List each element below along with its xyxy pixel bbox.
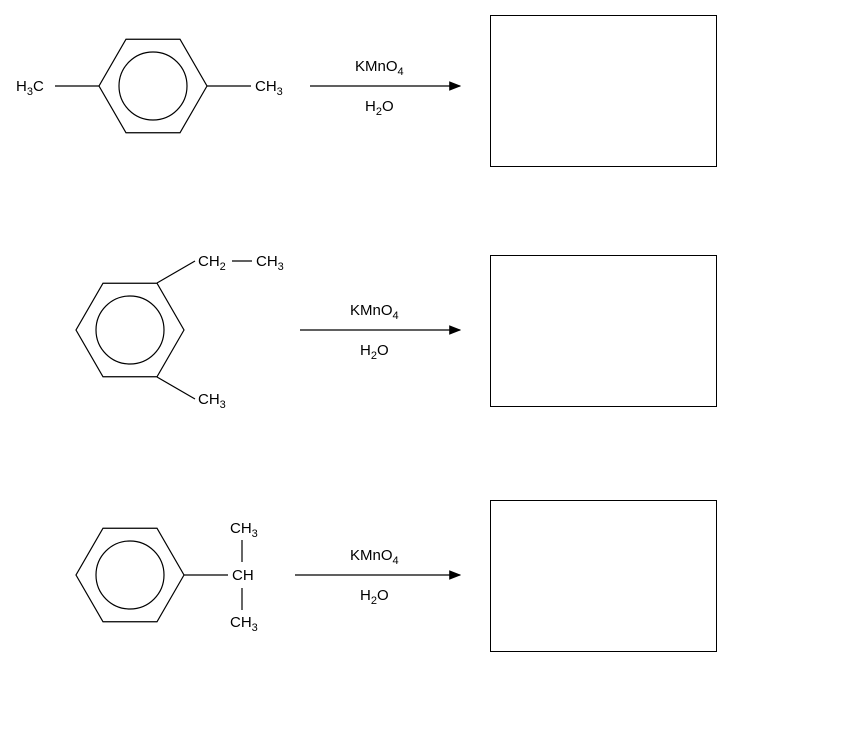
r2-methyl-label: CH3 (198, 391, 226, 411)
r3-reagent-top-label: KMnO4 (350, 547, 399, 567)
r2-answer-box[interactable] (490, 255, 717, 407)
r1-answer-box[interactable] (490, 15, 717, 167)
r1-reagent-top-label: KMnO4 (355, 58, 404, 78)
r3-bot-methyl-label: CH3 (230, 614, 258, 634)
r3-reagent-bottom-label: H2O (360, 587, 389, 607)
r2-reagent-bottom-label: H2O (360, 342, 389, 362)
r2-reagent-top-label: KMnO4 (350, 302, 399, 322)
r3-ch-label: CH (232, 567, 254, 584)
page: { "page_bg": "#ffffff", "stroke": "#0000… (0, 0, 866, 756)
r2-ethyl-ch2-label: CH2 (198, 253, 226, 273)
r2-ethyl-ch3-label: CH3 (256, 253, 284, 273)
chemistry-diagram-svg (0, 0, 866, 756)
r3-answer-box[interactable] (490, 500, 717, 652)
r1-right-substituent-label: CH3 (255, 78, 283, 98)
r3-top-methyl-label: CH3 (230, 520, 258, 540)
r1-reagent-bottom-label: H2O (365, 98, 394, 118)
r1-left-substituent-label: H3C (16, 78, 44, 98)
